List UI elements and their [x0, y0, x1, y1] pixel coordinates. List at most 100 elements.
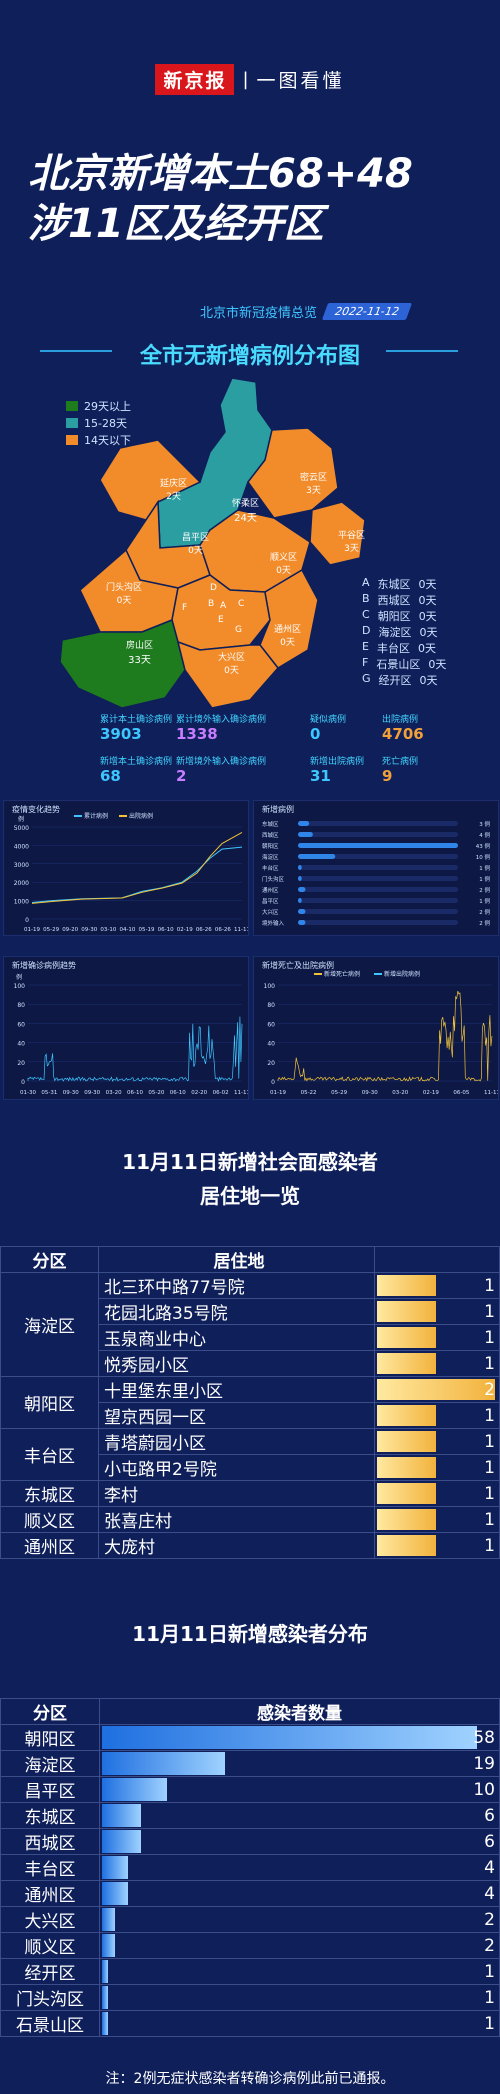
x-tick-label: 06-26 [215, 927, 231, 933]
region-label-huairou: 怀柔区 24天 [232, 499, 260, 524]
region-fangshan [60, 618, 186, 709]
value-label: 10 例 [476, 853, 491, 861]
count-bar [377, 1457, 436, 1478]
category-label: 丰台区 [262, 864, 279, 872]
table-row: 门头沟区 1 [0, 1984, 500, 2011]
x-tick-label: 01-19 [270, 1090, 286, 1096]
death-discharge-panel: 新增死亡及出院病例 0 20 40 60 80 100 01-19 05-22 05-29 09-… [253, 956, 500, 1100]
district-cell: 门头沟区 [0, 1984, 100, 2011]
svg-text:F: F [182, 603, 187, 613]
trend-chart: 0 1000 2000 3000 4000 5000 例 01-19 05-29 09-20 09-… [14, 812, 250, 933]
value-label: 2 例 [479, 886, 490, 894]
count-cell: 1 [374, 1272, 500, 1299]
value-label: 1 例 [479, 897, 490, 905]
region-label-daxing: 大兴区 0天 [218, 653, 246, 676]
series-line [277, 990, 493, 1082]
count-cell: 4 [99, 1854, 500, 1881]
district-cell: 丰台区 [0, 1428, 99, 1481]
count-bar [377, 1483, 436, 1504]
x-tick-label: 09-30 [84, 1090, 100, 1096]
count-value: 1 [484, 1483, 495, 1504]
series-line [27, 1016, 243, 1082]
count-bar [102, 2012, 109, 2035]
address-cell: 李村 [98, 1480, 375, 1507]
category-label: 海淀区 [262, 853, 279, 861]
count-cell: 1 [99, 1958, 500, 1985]
count-bar [102, 1752, 225, 1775]
legend-label: 15-28天 [84, 417, 127, 430]
y-tick-label: 20 [267, 1060, 275, 1067]
address-cell: 望京西园一区 [98, 1402, 375, 1429]
stat-label: 出院病例 [382, 715, 419, 725]
series-line-discharged [31, 831, 243, 904]
count-bar [377, 1275, 436, 1296]
y-axis-label: 例 [16, 973, 22, 981]
district-cell: 石景山区 [0, 2010, 100, 2037]
headline-line2: 涉11区及经开区 [28, 201, 324, 247]
district-cell: 朝阳区 [0, 1724, 100, 1751]
x-tick-label: 03-10 [100, 927, 116, 933]
address-cell: 玉泉商业中心 [98, 1324, 375, 1351]
region-label-mentougou: 门头沟区 0天 [106, 583, 143, 606]
district-cell: 顺义区 [0, 1932, 100, 1959]
address-cell: 悦秀园小区 [98, 1350, 375, 1377]
count-value: 1 [484, 1301, 495, 1322]
key-row: F 石景山区 0天 [362, 656, 447, 671]
col-district: 分区 [0, 1698, 100, 1725]
y-tick-label: 60 [267, 1021, 275, 1028]
count-bar [377, 1509, 436, 1530]
x-tick-label: 09-30 [81, 927, 97, 933]
legend-item-15: 15-28天 [66, 415, 127, 431]
table-row: 大兴区 2 [0, 1906, 500, 1933]
y-tick-label: 5000 [14, 825, 29, 832]
count-bar [102, 1856, 128, 1879]
key-row: B 西城区 0天 [362, 592, 437, 607]
table-row: 丰台区 4 [0, 1854, 500, 1881]
bar [298, 821, 310, 826]
bar-track [298, 832, 458, 837]
stat-label: 累计本土确诊病例 [100, 715, 173, 725]
x-tick-label: 06-02 [213, 1090, 229, 1096]
x-tick-label: 06-10 [170, 1090, 186, 1096]
count-bar [377, 1379, 495, 1400]
stat-value: 4706 [382, 725, 424, 743]
legend-item-14: 14天以下 [66, 432, 131, 448]
table-row: 通州区 4 [0, 1880, 500, 1907]
count-bar [102, 1986, 109, 2009]
address-cell: 花园北路35号院 [98, 1298, 375, 1325]
legend-label: 累计病例 [84, 812, 108, 820]
region-label-fangshan: 房山区 33天 [126, 641, 154, 666]
source-date: 2022-11-12 [321, 302, 413, 320]
x-tick-label: 06-05 [453, 1090, 469, 1096]
x-tick-label: 02-19 [423, 1090, 439, 1096]
count-cell: 1 [374, 1402, 500, 1429]
y-tick-label: 100 [14, 983, 26, 990]
count-value: 1 [484, 1509, 495, 1530]
x-tick-label: 03-20 [392, 1090, 408, 1096]
x-tick-label: 05-29 [43, 927, 59, 933]
value-label: 2 例 [479, 919, 490, 927]
count-value: 1 [484, 1961, 495, 1982]
bar-track [298, 854, 458, 859]
svg-text:C: C [238, 599, 244, 609]
x-tick-label: 11-11 [234, 927, 248, 933]
trend-chart-title: 疫情变化趋势 [12, 805, 60, 814]
headline-line1: 北京新增本土68+48 [28, 151, 413, 197]
table-row: 丰台区 青塔蔚园小区 1 [0, 1428, 500, 1481]
category-label: 昌平区 [262, 898, 279, 905]
table-row: 小屯路甲2号院 1 [1, 1454, 500, 1481]
count-cell: 1 [374, 1428, 500, 1455]
count-value: 1 [484, 1987, 495, 2008]
address-cell: 张喜庄村 [98, 1506, 375, 1533]
svg-text:D: D [210, 583, 217, 593]
bar-track [298, 898, 458, 903]
y-tick-label: 0 [25, 917, 29, 924]
count-cell: 10 [99, 1776, 500, 1803]
region-label-shunyi: 顺义区 0天 [270, 553, 298, 576]
x-tick-label: 11-11 [234, 1090, 248, 1096]
new-cases-title: 新增病例 [262, 805, 294, 814]
category-label: 境外输入 [262, 919, 285, 927]
stat-item: 疑似病例 0 [310, 712, 346, 743]
table-row: 东城区 6 [0, 1802, 500, 1829]
count-value: 1 [484, 1275, 495, 1296]
